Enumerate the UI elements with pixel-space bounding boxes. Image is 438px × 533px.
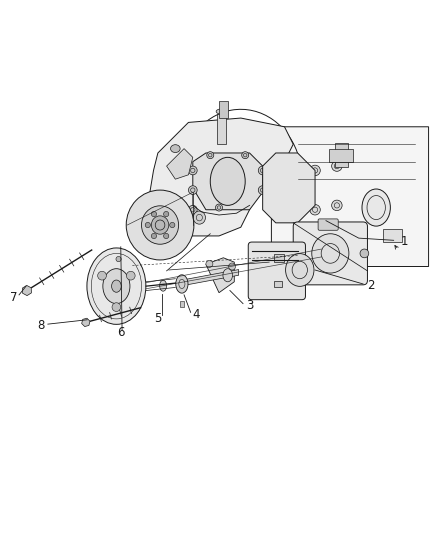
Ellipse shape <box>210 157 245 205</box>
Text: 1: 1 <box>400 235 408 248</box>
Text: 3: 3 <box>246 300 254 312</box>
Polygon shape <box>219 101 228 118</box>
Circle shape <box>242 152 249 159</box>
FancyBboxPatch shape <box>318 219 338 230</box>
Text: 8: 8 <box>37 319 44 332</box>
Circle shape <box>98 271 106 280</box>
Circle shape <box>163 233 169 239</box>
Circle shape <box>151 212 156 217</box>
Text: 5: 5 <box>154 311 161 325</box>
Text: 4: 4 <box>193 308 200 321</box>
FancyBboxPatch shape <box>329 149 353 161</box>
Ellipse shape <box>362 189 390 226</box>
FancyBboxPatch shape <box>383 229 403 243</box>
FancyBboxPatch shape <box>180 302 184 306</box>
Circle shape <box>258 166 267 175</box>
Circle shape <box>145 222 150 228</box>
Circle shape <box>318 229 329 239</box>
Ellipse shape <box>112 280 121 292</box>
Ellipse shape <box>141 206 179 244</box>
Polygon shape <box>206 258 234 293</box>
Polygon shape <box>166 149 193 179</box>
Circle shape <box>151 233 156 239</box>
Text: 6: 6 <box>117 326 124 340</box>
Ellipse shape <box>176 275 188 293</box>
Circle shape <box>360 249 369 258</box>
Circle shape <box>127 271 135 280</box>
Ellipse shape <box>312 234 349 273</box>
Circle shape <box>188 205 197 214</box>
FancyBboxPatch shape <box>274 281 283 287</box>
Circle shape <box>207 152 214 159</box>
Ellipse shape <box>126 190 194 260</box>
FancyBboxPatch shape <box>293 222 367 285</box>
Ellipse shape <box>159 280 166 291</box>
Ellipse shape <box>216 109 227 114</box>
Circle shape <box>188 166 197 175</box>
Circle shape <box>332 161 342 171</box>
Ellipse shape <box>87 248 146 325</box>
Circle shape <box>336 235 346 246</box>
Text: 2: 2 <box>367 279 375 292</box>
Circle shape <box>332 200 342 211</box>
Polygon shape <box>272 127 428 266</box>
Circle shape <box>188 185 197 195</box>
Polygon shape <box>149 118 293 236</box>
Circle shape <box>258 185 267 195</box>
Ellipse shape <box>103 269 130 304</box>
Text: 7: 7 <box>10 290 17 304</box>
Polygon shape <box>263 153 315 223</box>
Ellipse shape <box>320 220 336 228</box>
Circle shape <box>170 222 175 228</box>
Circle shape <box>215 204 223 211</box>
FancyBboxPatch shape <box>248 242 305 300</box>
Circle shape <box>206 261 213 268</box>
Ellipse shape <box>193 211 205 224</box>
Circle shape <box>112 303 121 311</box>
Circle shape <box>229 263 236 270</box>
Circle shape <box>163 212 169 217</box>
Circle shape <box>310 205 320 215</box>
FancyBboxPatch shape <box>335 143 348 167</box>
Circle shape <box>116 256 121 262</box>
Polygon shape <box>180 270 239 286</box>
Polygon shape <box>81 318 90 327</box>
Ellipse shape <box>170 144 180 152</box>
FancyBboxPatch shape <box>274 254 285 262</box>
Ellipse shape <box>223 269 233 282</box>
Ellipse shape <box>151 216 169 234</box>
Polygon shape <box>22 285 32 296</box>
Polygon shape <box>193 153 263 210</box>
Circle shape <box>310 165 320 176</box>
Polygon shape <box>217 114 226 144</box>
Ellipse shape <box>286 254 314 286</box>
